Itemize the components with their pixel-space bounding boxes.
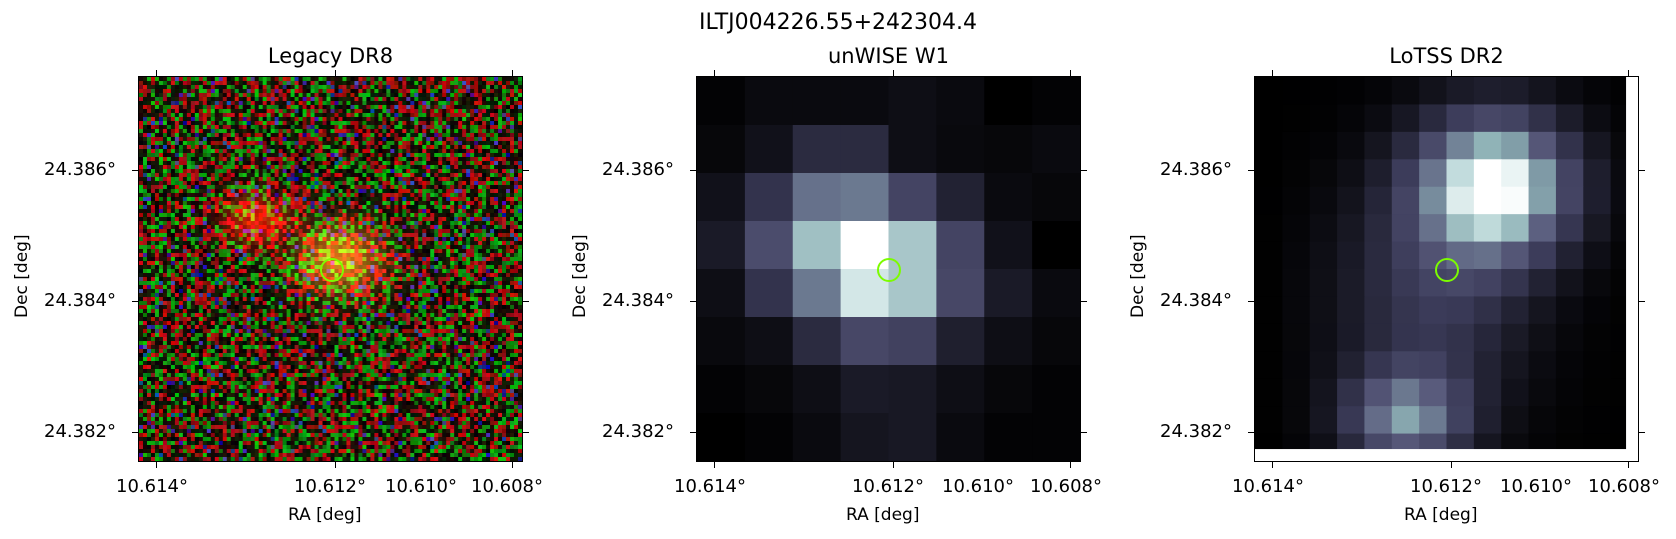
panel-title: Legacy DR8 — [267, 44, 394, 68]
x-tick-label: 10.608° — [471, 476, 543, 497]
x-tick-label: 10.612° — [852, 476, 924, 497]
y-tick-label: 24.382° — [44, 421, 116, 442]
y-tick-label: 24.386° — [44, 159, 116, 180]
y-axis-label: Dec [deg] — [1128, 234, 1148, 318]
y-tick-label: 24.384° — [44, 290, 116, 311]
x-tick-label: 10.612° — [294, 476, 366, 497]
unwise-w1-image — [697, 77, 1080, 461]
x-tick-label: 10.608° — [1588, 476, 1660, 497]
y-tick-label: 24.386° — [602, 159, 674, 180]
x-tick-label: 10.610° — [1500, 476, 1572, 497]
image-axes — [138, 76, 523, 462]
panel-title: unWISE W1 — [828, 44, 949, 68]
image-axes — [696, 76, 1081, 462]
y-tick-label: 24.382° — [602, 421, 674, 442]
x-axis-label: RA [deg] — [846, 505, 920, 525]
x-tick-label: 10.614° — [1232, 476, 1304, 497]
x-tick-label: 10.610° — [942, 476, 1014, 497]
x-tick-label: 10.608° — [1030, 476, 1102, 497]
x-axis-label: RA [deg] — [288, 505, 362, 525]
image-axes — [1254, 76, 1639, 462]
y-tick-label: 24.384° — [1160, 290, 1232, 311]
figure-suptitle: ILTJ004226.55+242304.4 — [698, 10, 978, 35]
y-tick-label: 24.384° — [602, 290, 674, 311]
x-tick-label: 10.612° — [1410, 476, 1482, 497]
legacy-dr8-image — [139, 77, 522, 461]
x-tick-label: 10.610° — [385, 476, 457, 497]
panel-title: LoTSS DR2 — [1389, 44, 1504, 68]
x-tick-label: 10.614° — [674, 476, 746, 497]
y-tick-label: 24.382° — [1160, 421, 1232, 442]
x-axis-label: RA [deg] — [1404, 505, 1478, 525]
y-tick-label: 24.386° — [1160, 159, 1232, 180]
lotss-dr2-image — [1255, 77, 1638, 461]
x-tick-label: 10.614° — [116, 476, 188, 497]
